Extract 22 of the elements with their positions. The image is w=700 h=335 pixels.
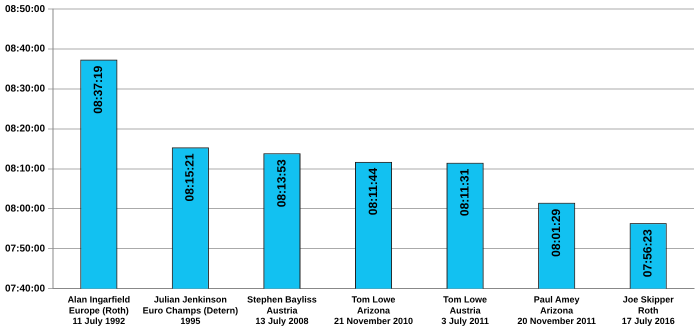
x-tick-label: Tom Lowe Arizona 21 November 2010 [334, 294, 414, 326]
x-tick-label: Alan Ingarfield Europe (Roth) 11 July 1992 [68, 294, 130, 326]
data-label: 08:15:21 [182, 153, 197, 202]
x-tick-label: Julian Jenkinson Euro Champs (Detern) 1995 [142, 294, 238, 326]
y-tick-label: 08:30:00 [5, 84, 46, 95]
x-tick-label: Joe Skipper Roth 17 July 2016 [622, 294, 675, 326]
y-tick-label: 08:50:00 [5, 4, 46, 15]
y-tick-label: 07:50:00 [5, 243, 46, 254]
data-label: 08:11:31 [457, 168, 472, 216]
data-label: 08:11:44 [366, 168, 380, 216]
y-tick-label: 08:40:00 [5, 44, 46, 55]
data-label: 08:01:29 [548, 208, 563, 257]
data-label: 08:13:53 [274, 158, 288, 208]
y-tick-label: 08:20:00 [5, 124, 46, 135]
y-tick-label: 08:00:00 [5, 203, 46, 214]
y-tick-label: 08:10:00 [5, 164, 46, 175]
x-tick-label: Tom Lowe Austria 3 July 2011 [441, 294, 489, 326]
data-label: 07:56:23 [640, 228, 655, 278]
x-tick-label: Stephen Bayliss Austria 13 July 2008 [247, 294, 317, 326]
y-tick-label: 07:40:00 [5, 283, 46, 294]
data-label: 08:37:19 [91, 65, 106, 114]
x-tick-label: Paul Amey Arizona 20 November 2011 [517, 294, 596, 326]
